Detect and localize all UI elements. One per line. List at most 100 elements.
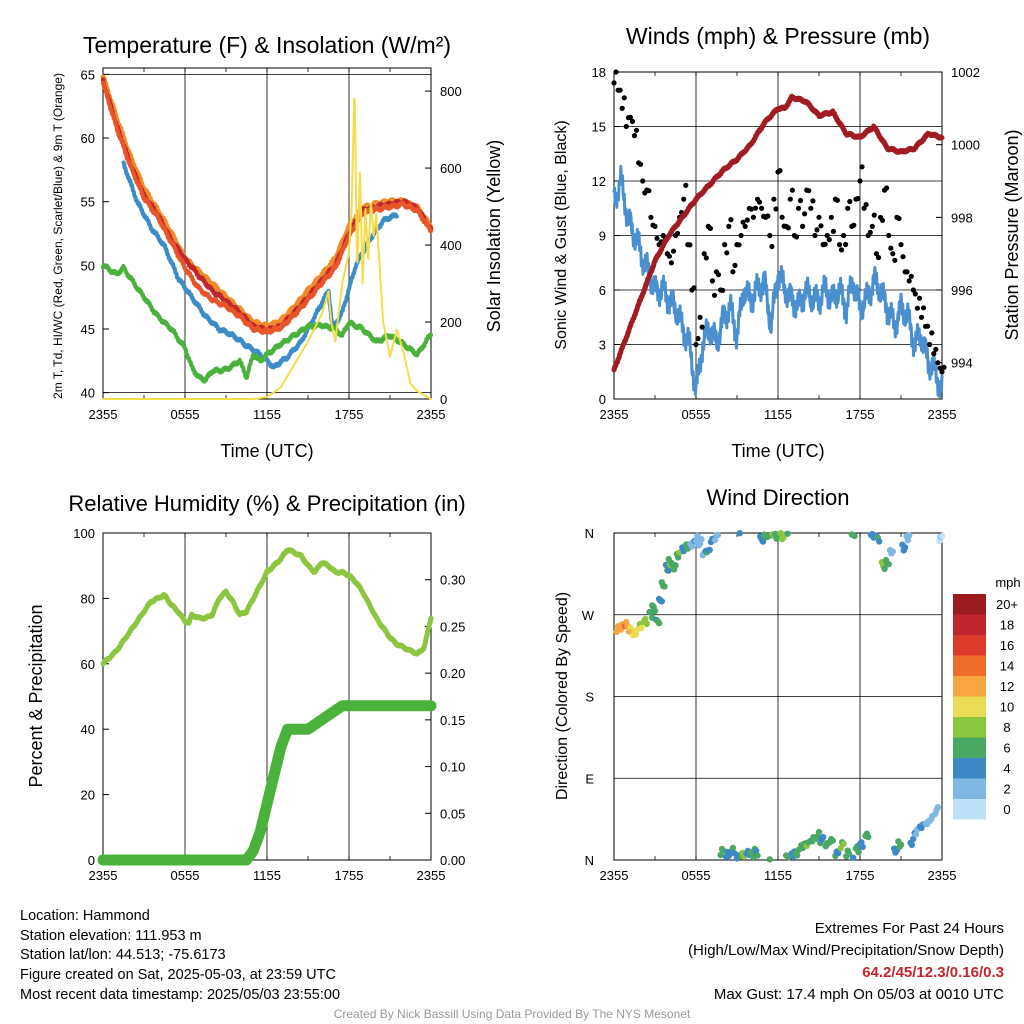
y-tick-label: 45 <box>81 322 95 337</box>
gust-point <box>611 80 617 86</box>
x-tick-label: 1755 <box>846 868 875 883</box>
direction-point <box>859 843 866 851</box>
direction-point <box>834 849 842 857</box>
gust-point <box>847 198 853 205</box>
legend-swatch <box>953 758 986 779</box>
x-tick-label: 2355 <box>89 407 118 422</box>
legend-swatch <box>953 778 986 799</box>
gust-point <box>871 212 877 218</box>
direction-point <box>875 538 883 545</box>
direction-point <box>901 544 909 551</box>
x-axis-label: Time (UTC) <box>220 441 313 461</box>
gust-point <box>810 198 816 204</box>
x-tick-label: 2355 <box>89 868 118 883</box>
y-tick-label: 18 <box>592 65 606 80</box>
gust-point <box>617 87 623 93</box>
direction-point <box>714 531 722 539</box>
y-tick-label: 80 <box>81 591 95 606</box>
y2-tick-label: 200 <box>440 315 462 330</box>
gust-point <box>933 346 939 352</box>
gust-point <box>826 237 832 243</box>
x-axis-label: Time (UTC) <box>731 441 824 461</box>
legend-swatch <box>953 717 986 738</box>
direction-point <box>845 850 853 858</box>
legend-swatch <box>953 655 986 676</box>
humidity-chart: Relative Humidity (%) & Precipitation (i… <box>26 491 466 883</box>
gust-point <box>779 214 785 220</box>
legend-swatch <box>953 737 986 758</box>
gust-point <box>869 223 875 229</box>
direction-point <box>658 598 665 605</box>
direction-point <box>881 565 888 572</box>
legend-swatch <box>953 635 986 656</box>
gust-point <box>738 232 744 239</box>
chart-title: Winds (mph) & Pressure (mb) <box>626 23 930 49</box>
gust-point <box>918 314 925 320</box>
legend-swatch <box>953 799 986 820</box>
y2-tick-label: 996 <box>951 283 973 298</box>
direction-point <box>638 624 645 632</box>
gust-point <box>838 247 845 253</box>
direction-point <box>912 831 920 838</box>
gust-point <box>873 251 880 257</box>
gust-point <box>736 242 742 248</box>
gust-point <box>828 214 834 220</box>
direction-point <box>885 561 892 568</box>
gust-point <box>867 229 873 235</box>
gust-point <box>629 118 636 124</box>
x-tick-label: 2355 <box>928 868 957 883</box>
gust-point <box>863 202 869 208</box>
direction-point <box>643 620 650 628</box>
gust-point <box>900 254 906 260</box>
direction-point <box>819 833 827 841</box>
series-line-insolation <box>102 97 432 400</box>
gust-point <box>683 182 689 188</box>
y-tick-label: E <box>585 771 594 786</box>
y-tick-label: W <box>582 608 595 623</box>
gust-point <box>652 223 658 229</box>
gust-point <box>640 178 646 184</box>
gust-point <box>732 262 738 268</box>
credit-text: Created By Nick Bassill Using Data Provi… <box>333 1007 691 1021</box>
recent-data-text: Most recent data timestamp: 2025/05/03 2… <box>20 986 341 1003</box>
x-tick-label: 1155 <box>253 407 281 422</box>
series-line-temperature <box>101 263 433 384</box>
gust-point <box>771 196 777 202</box>
gust-point <box>857 178 863 184</box>
gust-point <box>939 369 945 375</box>
y-axis-label: Direction (Colored By Speed) <box>554 592 571 800</box>
gust-point <box>777 168 783 174</box>
gust-point <box>623 123 629 130</box>
y-tick-label: N <box>585 526 594 541</box>
y2-tick-label: 1002 <box>951 65 980 80</box>
gust-point <box>633 127 640 133</box>
series-line-wind <box>612 164 944 399</box>
x-tick-label: 0555 <box>171 868 200 883</box>
gust-point <box>818 223 824 229</box>
x-tick-label: 2355 <box>928 407 957 422</box>
y2-tick-label: 800 <box>440 84 462 99</box>
y2-tick-label: 0.15 <box>440 713 465 728</box>
direction-point <box>665 567 672 574</box>
y-tick-label: 100 <box>73 526 95 541</box>
gust-point <box>711 292 718 298</box>
x-tick-label: 2355 <box>417 407 446 422</box>
gust-point <box>808 205 814 211</box>
direction-point <box>851 532 858 540</box>
gust-point <box>765 213 771 219</box>
direction-point <box>632 631 640 638</box>
x-tick-label: 0555 <box>682 407 711 422</box>
gust-point <box>879 217 886 223</box>
gust-point <box>914 305 921 311</box>
gust-point <box>797 197 804 204</box>
y2-axis-label: Station Pressure (Maroon) <box>1002 129 1022 340</box>
gust-point <box>742 223 748 229</box>
gust-point <box>715 272 722 278</box>
y-tick-label: 12 <box>592 174 606 189</box>
gust-point <box>912 291 918 297</box>
x-tick-label: 1755 <box>335 407 364 422</box>
y-axis-label: 2m T, Td, HI/WC (Red, Green, Scarlet/Blu… <box>51 73 65 399</box>
y-tick-label: 0 <box>88 853 95 868</box>
extremes-values: 64.2/45/12.3/0.16/0.3 <box>862 964 1004 981</box>
gust-point <box>748 206 755 212</box>
